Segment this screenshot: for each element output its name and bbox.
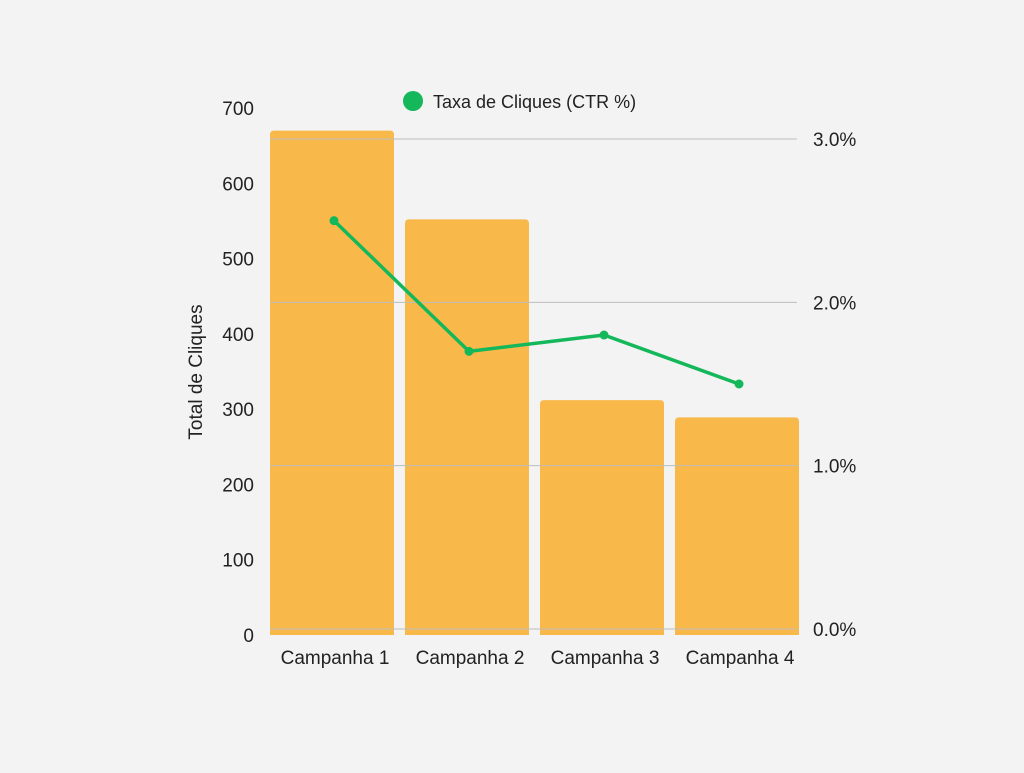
x-tick-label: Campanha 2 bbox=[416, 648, 525, 669]
x-tick-label: Campanha 3 bbox=[551, 648, 660, 669]
bars bbox=[270, 130, 799, 636]
ctr-line-series bbox=[329, 216, 744, 389]
y-left-tick-label: 600 bbox=[222, 174, 254, 195]
x-tick-label: Campanha 4 bbox=[686, 648, 795, 669]
bar-campanha-4 bbox=[675, 417, 799, 635]
y-right-tick-label: 3.0% bbox=[813, 130, 856, 151]
ctr-point-campanha-4 bbox=[734, 379, 744, 389]
y-left-tick-label: 500 bbox=[222, 250, 254, 271]
y-left-tick-label: 400 bbox=[222, 325, 254, 346]
ctr-point-campanha-1 bbox=[329, 216, 339, 226]
y-right-tick-label: 1.0% bbox=[813, 457, 856, 478]
legend-marker-icon bbox=[403, 91, 423, 111]
y-left-tick-label: 100 bbox=[222, 551, 254, 572]
bar-campanha-3 bbox=[540, 400, 664, 635]
legend: Taxa de Cliques (CTR %) bbox=[403, 91, 636, 112]
y-axis-title: Total de Cliques bbox=[186, 304, 207, 439]
bar-campanha-2 bbox=[405, 219, 529, 635]
y-left-tick-label: 700 bbox=[222, 99, 254, 120]
ctr-line bbox=[332, 218, 741, 386]
bar-campanha-1 bbox=[270, 130, 394, 636]
y-left-tick-label: 300 bbox=[222, 400, 254, 421]
y-right-tick-label: 0.0% bbox=[813, 620, 856, 641]
legend-label: Taxa de Cliques (CTR %) bbox=[433, 92, 636, 112]
y-left-tick-label: 200 bbox=[222, 475, 254, 496]
y-right-tick-label: 2.0% bbox=[813, 293, 856, 314]
axes: 0 100 200 300 400 500 600 700 0.0% 1.0% 2.0% 3.0% Ca… bbox=[186, 99, 856, 669]
ctr-point-campanha-3 bbox=[599, 330, 609, 340]
x-tick-label: Campanha 1 bbox=[281, 648, 390, 669]
y-left-tick-label: 0 bbox=[243, 626, 254, 647]
ctr-point-campanha-2 bbox=[464, 346, 474, 356]
